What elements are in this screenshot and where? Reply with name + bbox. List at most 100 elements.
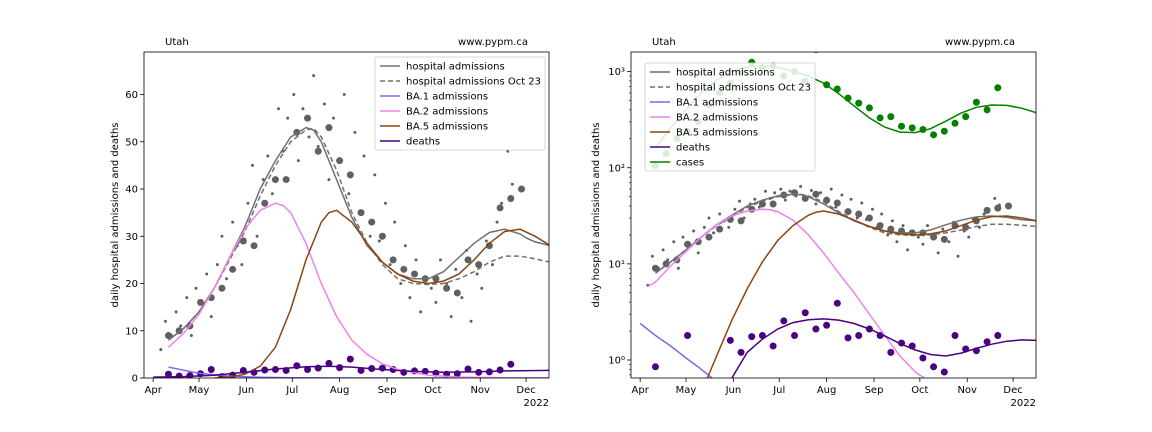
right-title-right: www.pypm.ca [945,37,1015,48]
right-weekly-admission-point [844,208,852,216]
left-daily-admission-point [388,263,392,267]
right-weekly-admission-point [684,240,692,248]
left-death-point [336,364,344,372]
left-daily-admission-point [163,319,167,323]
right-death-point [684,331,692,339]
left-daily-admission-point [316,144,320,148]
left-daily-admission-point [246,201,250,205]
right-weekly-admission-point [940,235,948,243]
left-daily-admission-point [205,272,209,276]
right-daily-admission-point [738,199,742,203]
left-daily-admission-point [484,239,488,243]
right-daily-admission-point [982,212,986,216]
right-daily-admission-point [967,235,971,239]
right-case-point [865,104,873,112]
right-daily-admission-point [906,248,910,252]
right-case-point [951,119,959,127]
left-daily-admission-point [276,107,280,111]
right-case-point [930,131,938,139]
right-case-point [962,113,970,121]
right-daily-admission-point [941,227,945,231]
right-legend-label: hospital admissions Oct 23 [676,83,811,94]
right-daily-admission-point [819,191,823,195]
left-weekly-admission-point [164,331,172,339]
left-weekly-admission-point [229,265,237,273]
right-death-point [844,334,852,342]
left-y-tick-label: 50 [125,137,138,148]
right-weekly-admission-point [1004,202,1012,210]
left-x-tick-label: Dec [516,385,535,396]
left-title-left: Utah [165,37,189,48]
left-legend-label: hospital admissions [406,62,505,73]
left-legend-label: BA.1 admissions [406,92,488,103]
right-daily-admission-point [799,184,803,188]
left-daily-admission-point [307,135,311,139]
left-weekly-admission-point [346,171,354,179]
left-daily-admission-point [215,263,219,267]
right-case-point [983,106,991,114]
right-daily-admission-point [840,193,844,197]
left-y-tick-label: 10 [125,326,138,337]
left-daily-admission-point [419,310,423,314]
right-daily-admission-point [956,254,960,258]
right-legend-label: cases [676,158,704,169]
left-daily-admission-point [368,234,372,238]
left-daily-admission-point [434,300,438,304]
right-x-tick-label: Dec [1003,385,1022,396]
right-weekly-admission-point [758,200,766,208]
right-title-left: Utah [652,37,676,48]
left-legend-label: BA.5 admissions [406,122,488,133]
left-x-tick-label: Aug [330,385,350,396]
right-weekly-admission-point [994,204,1002,212]
left-daily-admission-point [373,173,377,177]
left-y-tick-label: 40 [125,185,138,196]
right-daily-admission-point [890,219,894,223]
left-daily-admission-point [179,324,183,328]
left-axes-frame [143,51,550,379]
left-weekly-admission-point [368,218,376,226]
right-daily-admission-point [692,229,696,233]
right-death-point [737,348,745,356]
right-weekly-admission-point [983,206,991,214]
right-weekly-admission-point [716,225,724,233]
left-weekly-admission-point [271,176,279,184]
right-x-tick-label: Jul [772,385,785,396]
right-case-point [898,122,906,130]
left-series-line [153,365,549,378]
right-weekly-admission-point [855,210,863,218]
left-daily-admission-point [261,178,265,182]
right-legend-label: BA.1 admissions [676,98,758,109]
right-weekly-admission-point [651,264,659,272]
left-daily-admission-point [510,182,514,186]
right-death-point [791,331,799,339]
right-panel: Utah www.pypm.ca daily hospital admissio… [591,37,1036,409]
left-daily-admission-point [231,220,235,224]
right-daily-admission-point [773,191,777,195]
left-weekly-admission-point [261,199,269,207]
left-death-point [164,370,172,378]
right-death-point [951,331,959,339]
right-weekly-admission-point [705,233,713,241]
right-case-point [887,113,895,121]
right-case-point [972,98,980,106]
left-daily-admission-point [383,201,387,205]
right-death-point [887,348,895,356]
right-x-tick-label: Jun [725,385,742,396]
left-daily-admission-point [495,220,499,224]
right-death-point [983,338,991,346]
left-plot-group: Apr May Jun Jul Aug Sep Oct Nov Dec 0 10 20 30 40 50 60… [125,51,550,396]
right-daily-admission-point [993,196,997,200]
right-death-point [833,299,841,307]
right-x-tick-label: Apr [632,385,650,396]
right-daily-admission-point [880,212,884,216]
right-plot-area [639,52,1036,378]
left-weekly-admission-point [432,275,440,283]
right-daily-admission-point [936,251,940,255]
left-daily-admission-point [251,163,255,167]
left-weekly-admission-point [485,242,493,250]
right-series-line [731,318,1036,378]
right-series-line [639,322,713,378]
right-daily-admission-point [895,240,899,244]
